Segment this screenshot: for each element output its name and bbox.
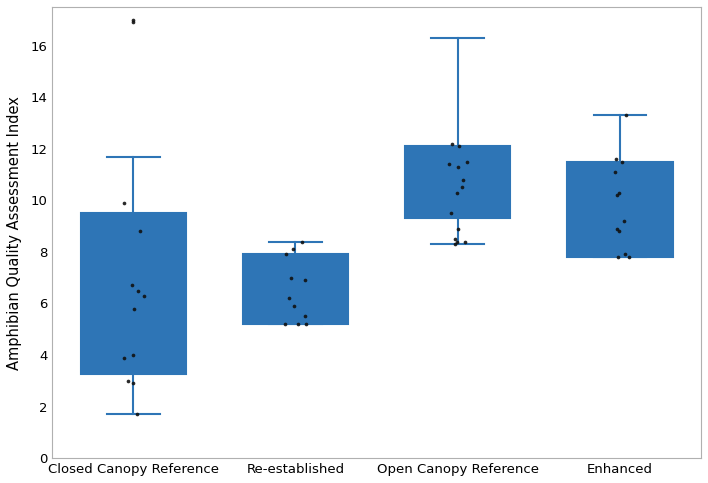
Point: [289, 302, 300, 310]
Point: [444, 160, 455, 168]
Point: [118, 199, 130, 207]
Point: [611, 191, 622, 199]
Point: [456, 184, 467, 191]
Point: [449, 235, 460, 243]
Point: [287, 245, 299, 253]
PathPatch shape: [243, 255, 348, 324]
Point: [452, 225, 463, 233]
Point: [134, 227, 145, 235]
Point: [452, 238, 463, 245]
Point: [122, 377, 134, 384]
PathPatch shape: [405, 146, 510, 218]
Point: [128, 305, 139, 313]
Point: [613, 227, 624, 235]
Point: [283, 295, 295, 302]
Y-axis label: Amphibian Quality Assessment Index: Amphibian Quality Assessment Index: [7, 96, 22, 369]
Point: [285, 274, 297, 282]
Point: [297, 238, 308, 245]
Point: [118, 354, 129, 361]
Point: [126, 282, 137, 289]
Point: [445, 209, 457, 217]
Point: [132, 411, 143, 418]
Point: [610, 155, 622, 163]
Point: [620, 112, 632, 119]
Point: [620, 251, 631, 258]
Point: [132, 287, 144, 295]
Point: [446, 140, 457, 147]
Point: [452, 163, 464, 170]
PathPatch shape: [81, 213, 186, 374]
Point: [127, 380, 139, 387]
Point: [127, 18, 139, 26]
Point: [299, 276, 310, 284]
Point: [462, 158, 473, 166]
PathPatch shape: [567, 162, 673, 257]
Point: [300, 320, 312, 328]
Point: [449, 241, 460, 248]
Point: [609, 168, 620, 176]
Point: [292, 320, 304, 328]
Point: [451, 189, 462, 197]
Point: [616, 158, 627, 166]
Point: [624, 253, 635, 261]
Point: [458, 176, 469, 184]
Point: [612, 253, 624, 261]
Point: [127, 16, 139, 24]
Point: [459, 238, 471, 245]
Point: [613, 189, 624, 197]
Point: [611, 225, 622, 233]
Point: [299, 313, 311, 320]
Point: [618, 217, 629, 225]
Point: [139, 292, 150, 299]
Point: [127, 351, 139, 359]
Point: [280, 251, 291, 258]
Point: [453, 142, 464, 150]
Point: [279, 320, 290, 328]
